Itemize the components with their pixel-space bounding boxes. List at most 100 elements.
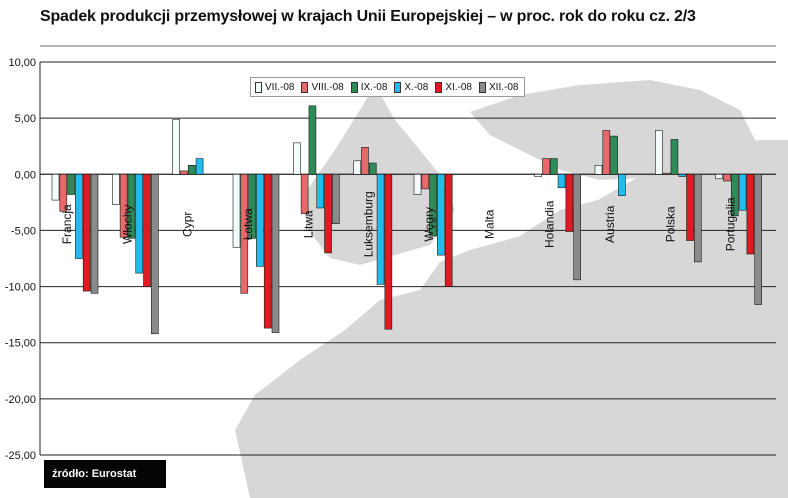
legend-swatch <box>394 81 402 93</box>
category-label: Holandia <box>543 200 557 248</box>
bar-VII.-08-Węgry <box>413 173 422 195</box>
category-label: Francja <box>60 204 74 244</box>
bar-XI.-08-Francja <box>82 173 91 292</box>
category-label: Litwa <box>301 210 315 238</box>
y-tick-label: 5,00 <box>15 113 36 125</box>
category-label: Węgry <box>422 207 436 242</box>
y-tick-label: -25,00 <box>5 450 36 462</box>
legend-item: IX.-08 <box>350 81 388 93</box>
legend-item: X.-08 <box>394 81 429 93</box>
legend-item: XI.-08 <box>435 81 472 93</box>
bar-IX.-08-Holandia <box>549 158 558 175</box>
bar-VIII.-08-Litwa <box>300 173 309 214</box>
legend-swatch <box>255 81 262 93</box>
bar-VII.-08-Cypr <box>172 118 180 175</box>
bar-XI.-08-Luksemburg <box>384 173 393 330</box>
bar-IX.-08-Cypr <box>187 165 196 175</box>
bar-IX.-08-Portugalia <box>730 173 739 217</box>
bar-X.-08-Austria <box>618 173 626 196</box>
legend-swatch <box>479 81 486 93</box>
legend-swatch <box>435 81 443 93</box>
bar-XI.-08-Łotwa <box>263 173 272 329</box>
bar-XII.-08-Portugalia <box>754 173 762 305</box>
bar-X.-08-Węgry <box>437 173 445 256</box>
chart-title: Spadek produkcji przemysłowej w krajach … <box>40 8 696 25</box>
bar-IX.-08-Polska <box>670 139 679 175</box>
legend-label: VII.-08 <box>265 81 295 93</box>
bar-XII.-08-Litwa <box>332 173 340 224</box>
bar-VII.-08-Francja <box>51 173 60 201</box>
bar-VII.-08-Portugalia <box>715 173 723 180</box>
y-tick-label: 0,00 <box>15 169 36 181</box>
bar-XI.-08-Litwa <box>324 173 332 254</box>
bar-VIII.-08-Austria <box>602 130 611 175</box>
bar-X.-08-Portugalia <box>738 173 747 211</box>
map-landmass <box>470 80 760 180</box>
bar-IX.-08-Luksemburg <box>368 162 377 175</box>
legend-label: VIII.-08 <box>311 81 344 93</box>
bar-XII.-08-Polska <box>694 173 702 263</box>
bar-VIII.-08-Włochy <box>119 173 128 238</box>
bar-IX.-08-Litwa <box>308 105 317 175</box>
bar-VIII.-08-Węgry <box>421 173 430 190</box>
europe-map-background <box>235 80 788 498</box>
bar-XI.-08-Portugalia <box>746 173 755 255</box>
bar-VII.-08-Austria <box>594 165 603 175</box>
category-label: Luksemburg <box>362 191 376 257</box>
bar-X.-08-Holandia <box>557 173 566 189</box>
bar-VII.-08-Łotwa <box>232 173 241 248</box>
bar-VIII.-08-Holandia <box>542 158 550 175</box>
category-label: Włochy <box>120 205 134 244</box>
bar-IX.-08-Łotwa <box>248 173 256 239</box>
legend-label: XII.-08 <box>489 81 519 93</box>
y-tick-label: -20,00 <box>5 394 36 406</box>
map-landmass <box>235 140 788 498</box>
y-tick-label: 10,00 <box>8 57 36 69</box>
bar-XII.-08-Łotwa <box>271 173 280 333</box>
legend-label: XI.-08 <box>445 81 472 93</box>
source-label: źródło: Eurostat <box>44 460 166 488</box>
legend-item: VIII.-08 <box>301 81 344 93</box>
title-divider <box>40 45 776 47</box>
y-tick-label: -5,00 <box>11 225 36 237</box>
bar-XII.-08-Francja <box>90 173 99 294</box>
category-label: Austria <box>603 205 617 243</box>
category-label: Łotwa <box>241 208 255 240</box>
legend-label: IX.-08 <box>360 81 388 93</box>
bar-VIII.-08-Luksemburg <box>361 147 369 175</box>
bar-X.-08-Polska <box>678 173 687 177</box>
bar-XII.-08-Holandia <box>573 173 581 281</box>
bar-XI.-08-Węgry <box>444 173 453 287</box>
category-labels: Francja Włochy Cypr Łotwa Litwa Luksemburg Węg… <box>60 191 738 257</box>
bar-VIII.-08-Polska <box>662 172 671 175</box>
bar-X.-08-Cypr <box>195 158 204 175</box>
bar-VII.-08-Luksemburg <box>353 160 361 175</box>
bar-XI.-08-Włochy <box>143 173 151 287</box>
bar-VIII.-08-Portugalia <box>723 173 731 182</box>
bar-VIII.-08-Łotwa <box>240 173 249 294</box>
category-label: Polska <box>663 206 677 242</box>
bar-X.-08-Litwa <box>316 173 325 209</box>
grid-lines <box>40 61 776 456</box>
bar-VII.-08-Litwa <box>293 142 301 175</box>
legend-item: VII.-08 <box>255 81 295 93</box>
category-label: Cypr <box>181 212 195 237</box>
bar-IX.-08-Włochy <box>127 173 136 239</box>
y-tick-label: -15,00 <box>5 338 36 350</box>
bar-X.-08-Francja <box>75 173 83 259</box>
bar-VII.-08-Holandia <box>534 173 542 177</box>
legend-item: XII.-08 <box>479 81 519 93</box>
bar-XI.-08-Holandia <box>565 173 574 232</box>
legend: VII.-08 VIII.-08 IX.-08 X.-08 XI.-08 XII.-08 <box>250 77 526 97</box>
bar-X.-08-Włochy <box>135 173 144 274</box>
bar-IX.-08-Austria <box>610 135 618 175</box>
legend-swatch <box>350 81 358 93</box>
bar-XII.-08-Włochy <box>151 173 159 335</box>
legend-swatch <box>301 81 309 93</box>
bar-VII.-08-Polska <box>655 130 663 175</box>
legend-label: X.-08 <box>404 81 429 93</box>
bar-X.-08-Łotwa <box>256 173 264 267</box>
bar-X.-08-Luksemburg <box>376 173 385 285</box>
bar-IX.-08-Francja <box>67 173 75 195</box>
